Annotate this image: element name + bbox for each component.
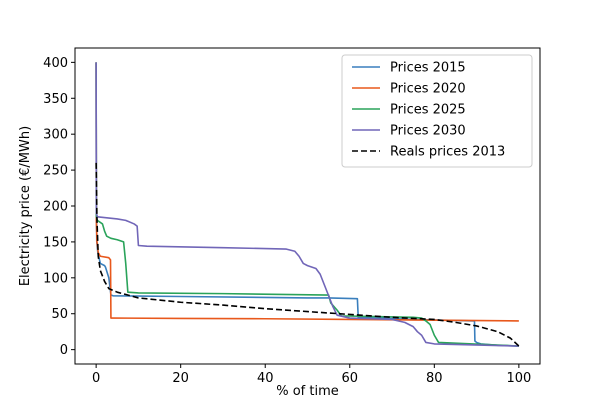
legend-label-reals-prices-2013: Reals prices 2013: [390, 145, 505, 160]
series-line-prices-2030: [95, 62, 519, 347]
x-axis-label: % of time: [276, 384, 339, 399]
y-axis-label: Electricity price (€/MWh): [18, 126, 33, 286]
legend: Prices 2015 Prices 2020 Prices 2025 Prices …: [341, 54, 533, 168]
series-layer: [95, 62, 520, 347]
series-line-prices-2025: [95, 62, 519, 347]
y-tick-label: 200: [43, 200, 68, 215]
y-tick-label: 300: [43, 128, 68, 143]
x-tick-label: 0: [92, 371, 100, 386]
tick-layer: 0 20 40 60 80 100 0 50 100 150 200 250 300 350 400: [43, 56, 531, 386]
legend-box: [341, 54, 533, 168]
x-tick-label: 60: [341, 371, 358, 386]
legend-label-prices-2030: Prices 2030: [390, 124, 466, 139]
y-tick-label: 100: [43, 271, 68, 286]
x-tick-label: 80: [426, 371, 443, 386]
series-line-reals-prices-2013: [95, 162, 520, 347]
y-tick-label: 250: [43, 164, 68, 179]
legend-label-prices-2020: Prices 2020: [390, 82, 466, 97]
x-tick-label: 100: [506, 371, 531, 386]
y-tick-label: 0: [60, 343, 68, 358]
x-tick-label: 20: [172, 371, 189, 386]
y-tick-label: 350: [43, 92, 68, 107]
legend-label-prices-2025: Prices 2025: [390, 103, 466, 118]
x-tick-label: 40: [257, 371, 274, 386]
legend-label-prices-2015: Prices 2015: [390, 61, 466, 76]
y-tick-label: 150: [43, 235, 68, 250]
y-tick-label: 50: [51, 307, 68, 322]
y-tick-label: 400: [43, 56, 68, 71]
